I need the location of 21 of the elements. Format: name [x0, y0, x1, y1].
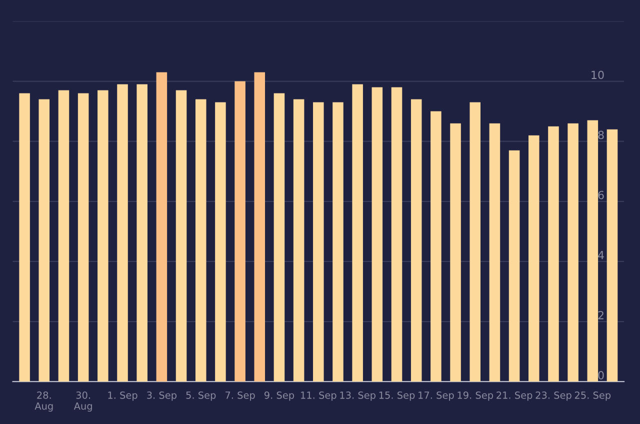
x-tick-label: 3. Sep	[147, 391, 176, 401]
x-tick-label: 9. Sep	[264, 391, 294, 401]
x-tick-label: 11. Sep	[301, 391, 336, 401]
x-tick-label: 25. Sep	[574, 391, 611, 401]
x-tick-label: 7. Sep	[225, 391, 255, 401]
x-tick-label: 30. Aug	[74, 391, 92, 412]
y-tick-label: 8	[598, 130, 604, 140]
y-tick-label: 0	[598, 371, 604, 380]
x-tick-label: 17. Sep	[418, 391, 454, 401]
x-tick-label: 23. Sep	[536, 391, 572, 401]
y-tick-label: 4	[598, 251, 604, 260]
y-tick-label: 2	[598, 310, 604, 320]
x-tick-label: 5. Sep	[186, 391, 216, 401]
x-tick-label: 21. Sep	[496, 391, 532, 401]
y-tick-label: 10	[592, 70, 604, 80]
x-tick-label: 1. Sep	[108, 391, 138, 401]
x-tick-label: 15. Sep	[379, 391, 415, 401]
y-tick-label: 6	[598, 190, 604, 200]
x-tick-label: 13. Sep	[340, 391, 376, 401]
x-tick-label: 19. Sep	[458, 391, 494, 401]
x-tick-label: 28. Aug	[34, 391, 53, 412]
